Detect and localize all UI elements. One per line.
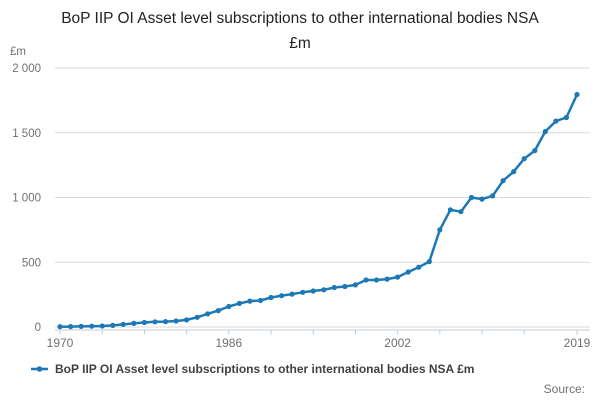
y-axis-tick-label: 1 000	[12, 193, 41, 205]
data-point-marker	[468, 194, 475, 201]
data-point-marker	[384, 276, 390, 282]
data-point-marker	[289, 291, 295, 297]
chart-title: BoP IIP OI Asset level subscriptions to …	[61, 10, 539, 52]
data-point-marker	[257, 297, 264, 304]
x-axis-tick-label: 1970	[47, 336, 74, 350]
x-axis-tick-label: 2019	[564, 336, 591, 350]
data-point-marker	[300, 289, 306, 295]
data-point-marker	[205, 311, 211, 317]
data-point-marker	[490, 193, 496, 199]
data-point-marker	[226, 303, 232, 310]
data-line	[58, 93, 579, 328]
data-point-marker	[321, 287, 327, 293]
data-point-marker	[268, 294, 274, 301]
y-axis-tick-label: 0	[35, 322, 41, 334]
data-point-marker	[363, 277, 369, 283]
data-point-marker	[68, 324, 74, 330]
chart-legend: BoP IIP OI Asset level subscriptions to …	[30, 362, 474, 376]
data-point-marker	[141, 319, 147, 326]
data-point-marker	[373, 277, 380, 283]
data-point-marker	[184, 317, 190, 323]
data-point-marker	[173, 318, 179, 324]
data-point-marker	[247, 298, 253, 304]
data-point-marker	[458, 209, 464, 215]
data-point-marker	[437, 227, 443, 233]
y-axis-unit-label: £m	[10, 46, 26, 58]
data-point-marker	[236, 300, 242, 306]
data-point-marker	[162, 319, 169, 325]
data-point-marker	[395, 274, 401, 280]
data-point-marker	[331, 284, 337, 291]
data-point-marker	[426, 259, 432, 265]
data-point-marker	[89, 323, 95, 329]
data-point-marker	[447, 207, 453, 213]
source-note: Source:	[543, 382, 585, 396]
data-point-marker	[120, 321, 126, 327]
legend-line-marker-icon	[31, 366, 48, 372]
data-point-marker	[131, 320, 137, 326]
data-point-marker	[542, 128, 548, 135]
data-point-marker	[152, 319, 158, 325]
data-point-marker	[342, 283, 348, 290]
line-chart-plot-area: 0 500 1 000 1 500 2 000 1970 1986 2002 2019	[12, 63, 591, 350]
data-point-marker	[279, 293, 285, 299]
x-axis-tick-label: 2002	[384, 336, 411, 350]
x-axis-tick-label: 1986	[215, 336, 242, 350]
data-point-marker	[416, 264, 422, 270]
data-point-marker	[99, 323, 105, 329]
data-point-marker	[500, 178, 506, 184]
data-point-marker	[479, 196, 485, 202]
data-point-marker	[574, 91, 580, 98]
data-point-marker	[110, 322, 116, 328]
y-axis-tick-label: 1 500	[12, 128, 41, 140]
data-point-marker	[215, 308, 221, 314]
data-point-marker	[352, 282, 358, 288]
y-axis-tick-label: 500	[22, 257, 41, 269]
data-point-marker	[310, 288, 316, 294]
data-point-marker	[78, 323, 84, 329]
data-point-marker	[553, 118, 559, 124]
data-point-marker	[57, 324, 63, 330]
data-point-marker	[194, 314, 200, 320]
data-point-marker	[511, 169, 517, 175]
data-point-marker	[563, 114, 570, 121]
data-point-marker	[405, 269, 411, 275]
data-point-marker	[521, 156, 527, 162]
legend-series-label: BoP IIP OI Asset level subscriptions to …	[55, 362, 475, 376]
y-axis-tick-label: 2 000	[12, 63, 41, 75]
data-point-marker	[532, 148, 538, 154]
